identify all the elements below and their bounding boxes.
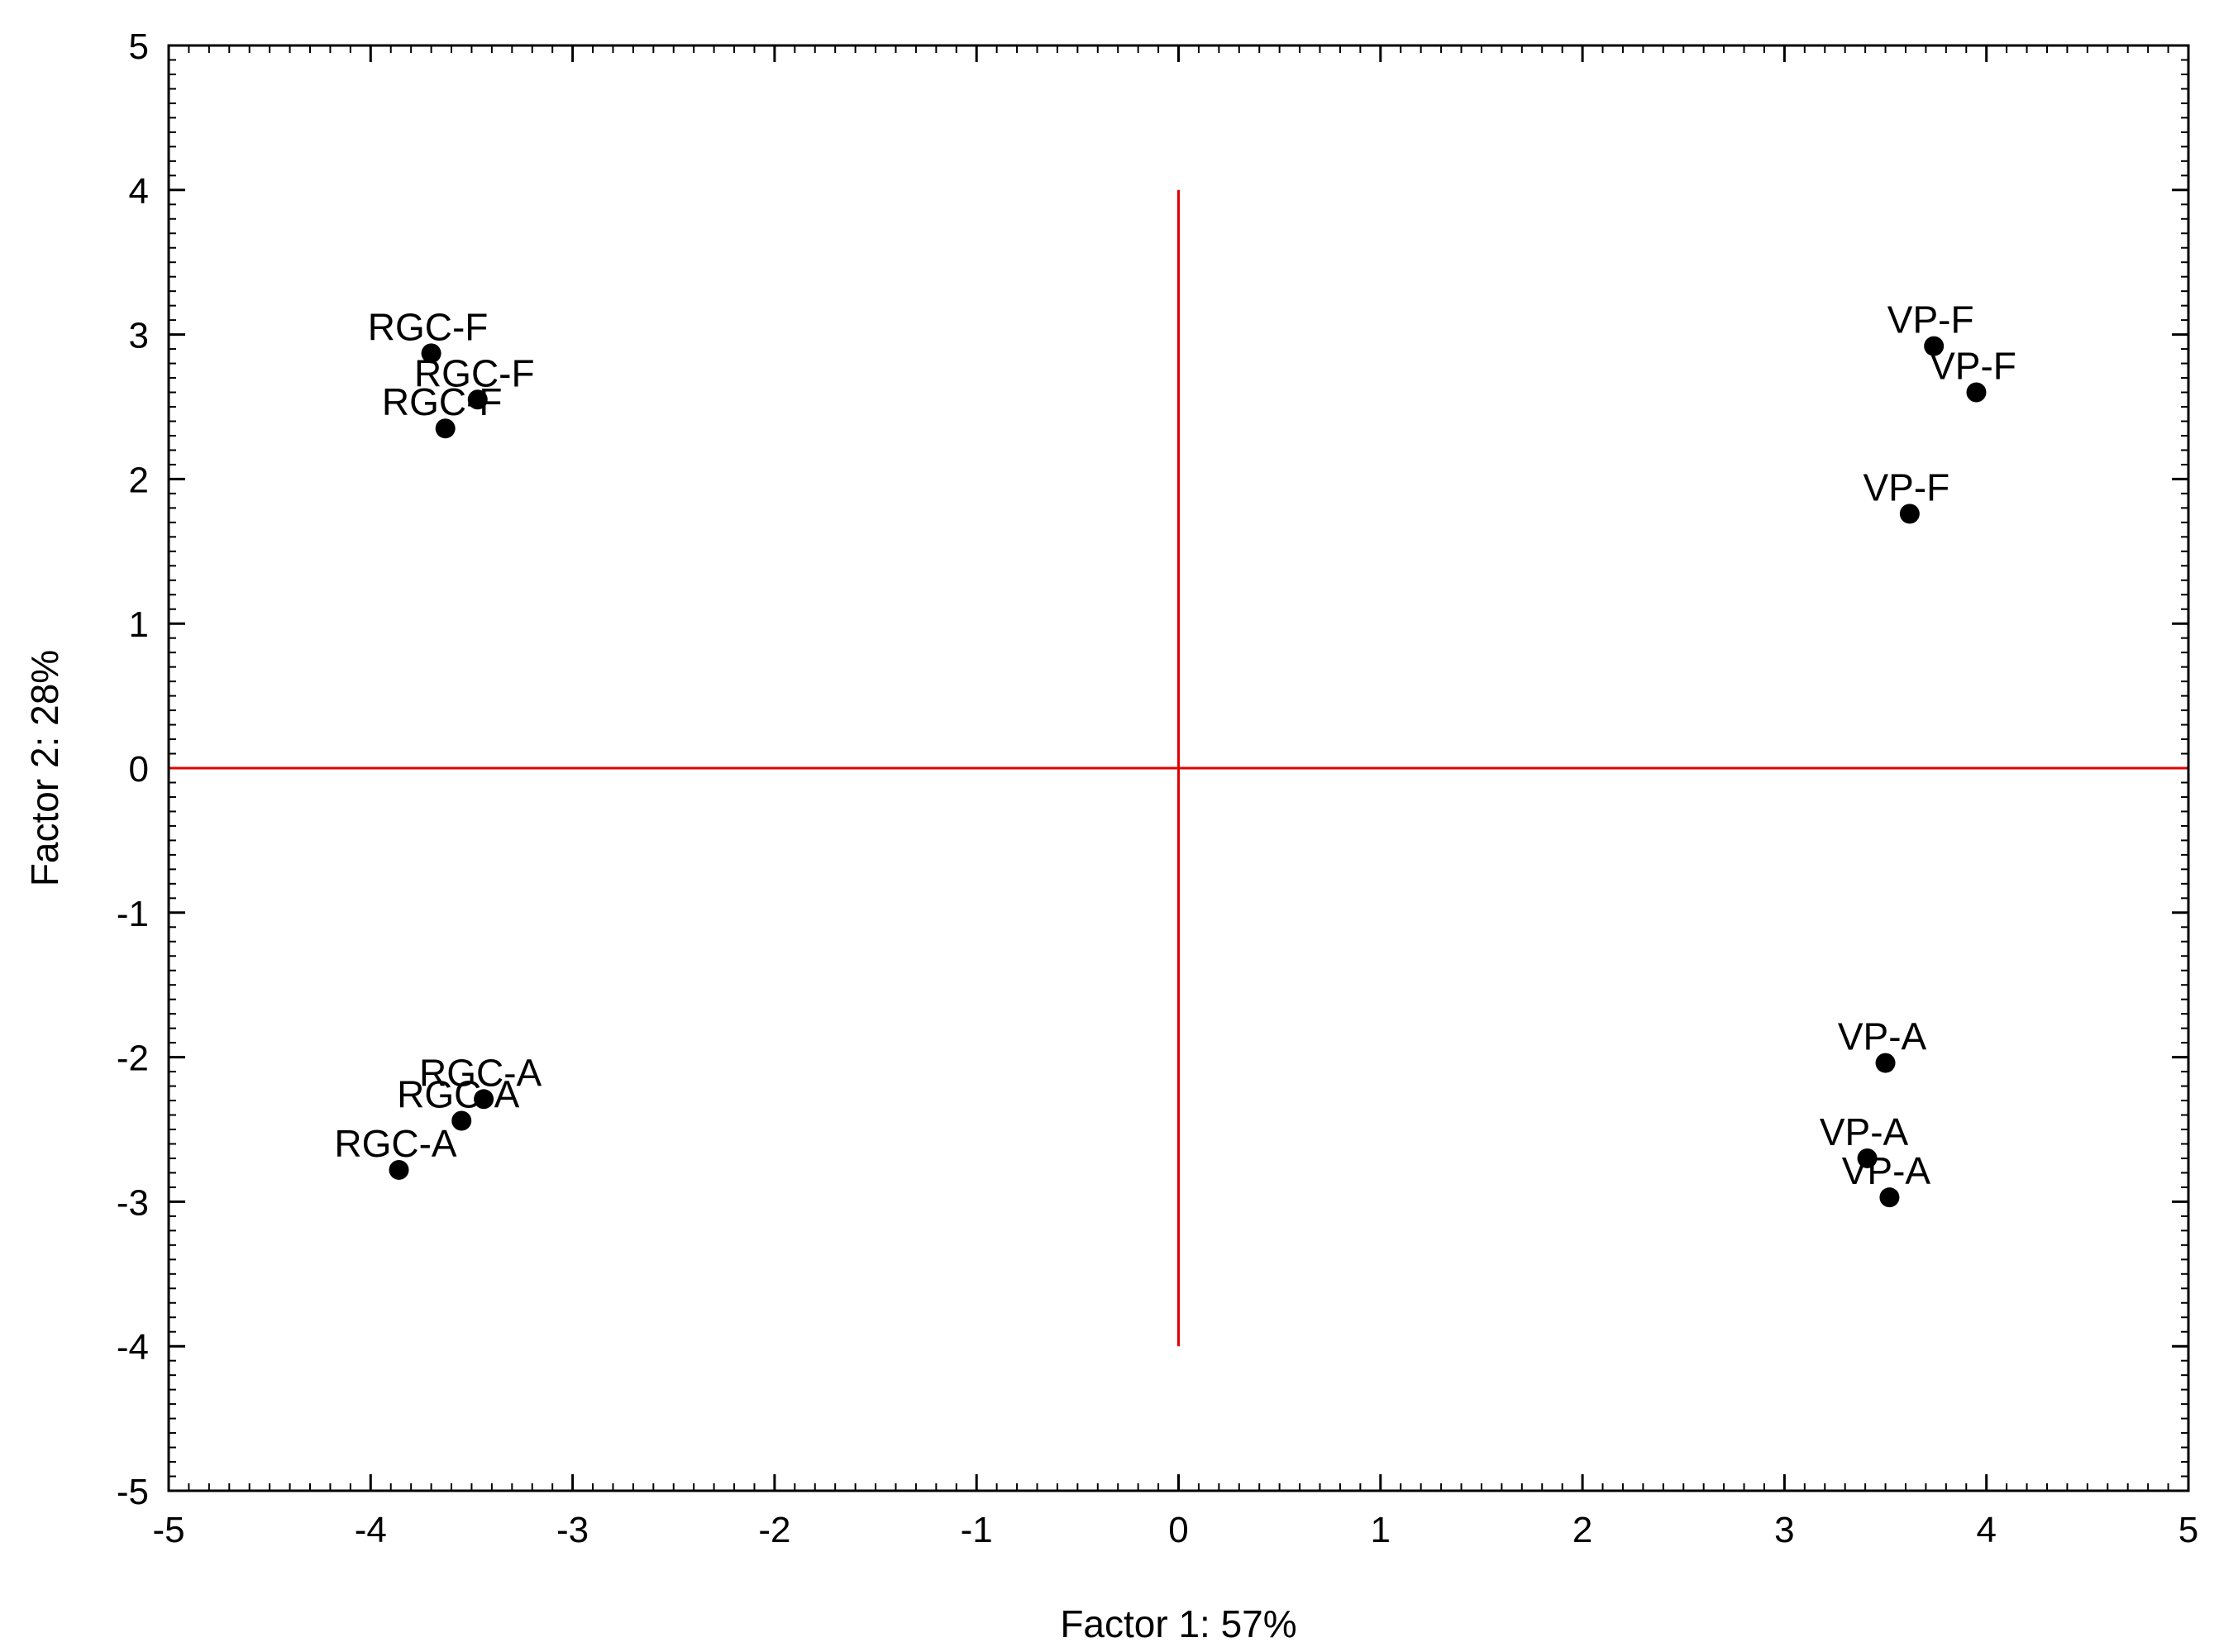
x-tick-label: 1	[1371, 1510, 1391, 1550]
y-tick-label: 0	[129, 749, 149, 790]
y-tick-label: -2	[117, 1038, 149, 1079]
x-tick-label: 5	[2178, 1510, 2198, 1550]
data-point	[474, 1089, 494, 1110]
point-label: VP-A	[1838, 1015, 1927, 1058]
data-point	[1879, 1187, 1900, 1208]
point-labels: RGC-FRGC-FRGC-FRGC-ARGC-ARGC-AVP-FVP-FVP…	[334, 298, 2016, 1193]
data-point	[451, 1110, 472, 1131]
point-label: RGC-F	[382, 380, 503, 423]
point-label: VP-F	[1863, 466, 1949, 508]
point-label: RGC-A	[419, 1051, 542, 1094]
y-tick-label: 4	[129, 171, 149, 212]
x-tick-label: -2	[758, 1510, 790, 1550]
x-tick-label: 0	[1168, 1510, 1188, 1550]
x-axis-title: Factor 1: 57%	[1060, 1602, 1296, 1645]
data-point	[1875, 1053, 1896, 1073]
data-point	[435, 418, 456, 439]
point-label: RGC-F	[414, 351, 535, 394]
data-point	[1857, 1148, 1878, 1168]
point-label: RGC-F	[368, 305, 489, 348]
y-tick-label: 3	[129, 316, 149, 356]
data-point	[467, 389, 488, 410]
plot-frame	[167, 44, 2190, 1492]
y-tick-label: 5	[129, 26, 149, 67]
y-tick-label: -3	[117, 1182, 149, 1223]
y-tick-label: 1	[129, 604, 149, 645]
reference-lines	[169, 189, 2188, 1347]
tick-labels: -5 -4 -3 -2 -1 0 1 2 3 4 5 -5 -4 -3 -2 -1 0 1 2 3 4 5	[117, 26, 2198, 1550]
data-points	[389, 336, 1987, 1208]
y-axis-title: Factor 2: 28%	[23, 650, 66, 886]
x-tick-label: 3	[1774, 1510, 1794, 1550]
y-tick-label: 2	[129, 460, 149, 500]
data-point	[389, 1159, 409, 1180]
point-label: VP-F	[1930, 345, 2016, 388]
data-point	[1966, 382, 1987, 403]
y-tick-label: -5	[117, 1472, 149, 1512]
x-tick-label: -1	[961, 1510, 993, 1550]
x-tick-label: -3	[556, 1510, 589, 1550]
point-label: RGC-A	[334, 1122, 457, 1165]
data-point	[1899, 504, 1920, 524]
x-tick-label: 4	[1976, 1510, 1996, 1550]
y-tick-label: -1	[117, 894, 149, 934]
y-axis-title-group: Factor 2: 28%	[23, 650, 66, 886]
point-label: VP-F	[1887, 298, 1974, 341]
point-label: VP-A	[1820, 1110, 1909, 1153]
y-tick-label: -4	[117, 1327, 149, 1368]
x-tick-label: 2	[1572, 1510, 1592, 1550]
x-tick-label: -5	[152, 1510, 184, 1550]
point-label: RGC-A	[397, 1073, 520, 1116]
point-label: VP-A	[1842, 1149, 1931, 1192]
x-tick-label: -4	[355, 1510, 387, 1550]
data-point	[1924, 336, 1945, 356]
data-point	[421, 343, 441, 364]
